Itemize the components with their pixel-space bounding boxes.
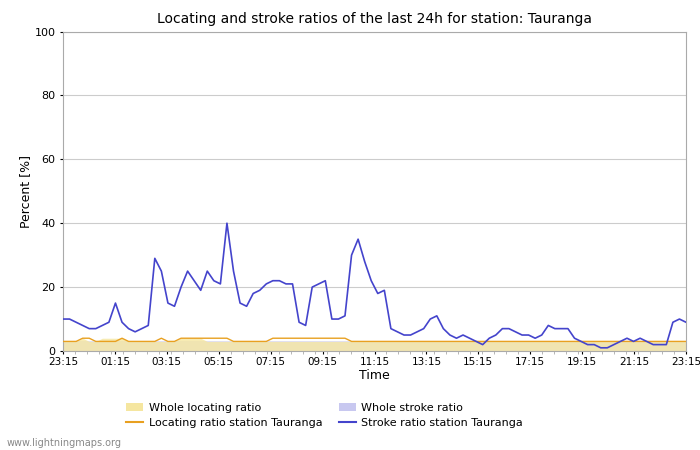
Title: Locating and stroke ratios of the last 24h for station: Tauranga: Locating and stroke ratios of the last 2… bbox=[157, 12, 592, 26]
Text: www.lightningmaps.org: www.lightningmaps.org bbox=[7, 438, 122, 448]
X-axis label: Time: Time bbox=[359, 369, 390, 382]
Legend: Whole locating ratio, Locating ratio station Tauranga, Whole stroke ratio, Strok: Whole locating ratio, Locating ratio sta… bbox=[122, 398, 527, 432]
Y-axis label: Percent [%]: Percent [%] bbox=[19, 155, 32, 228]
